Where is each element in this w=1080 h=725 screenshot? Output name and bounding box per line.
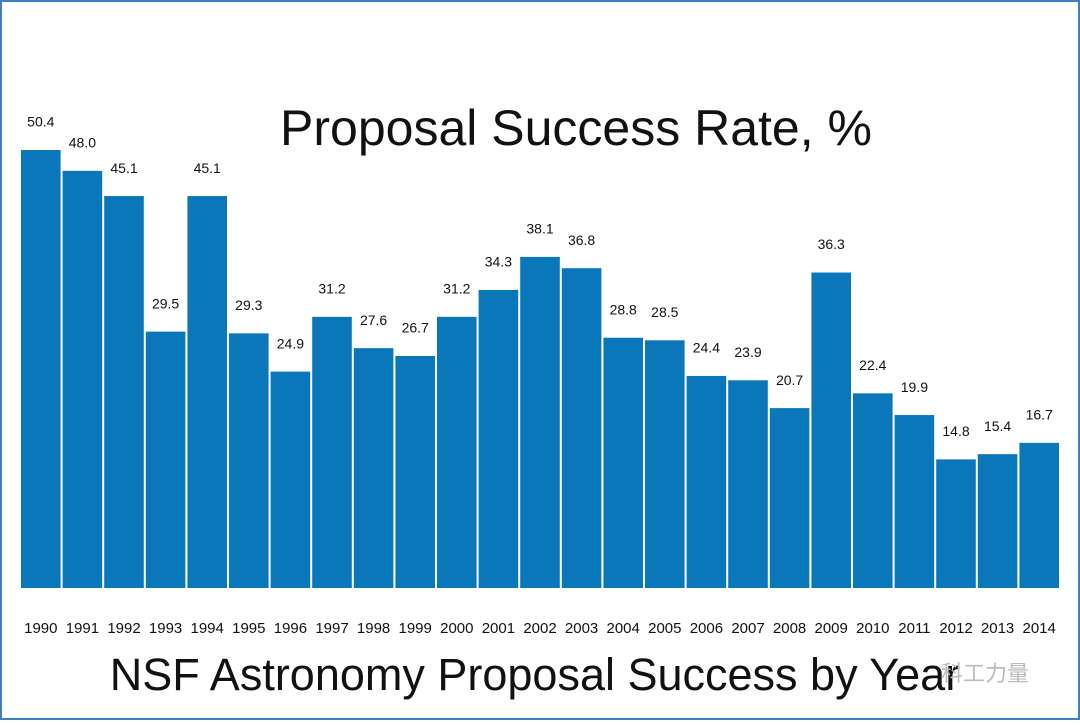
bar — [894, 415, 935, 588]
value-label: 29.5 — [152, 295, 179, 311]
bar — [520, 256, 560, 588]
bar — [478, 289, 519, 588]
bar — [395, 355, 435, 588]
value-label: 14.8 — [942, 423, 969, 439]
x-tick-label: 1996 — [274, 620, 307, 637]
bar — [312, 316, 352, 588]
bar — [229, 333, 269, 588]
value-label: 29.3 — [235, 297, 262, 313]
bar — [561, 268, 602, 588]
bar — [21, 150, 61, 588]
value-label: 50.4 — [27, 114, 54, 130]
bar — [1019, 442, 1059, 588]
x-tick-label: 2012 — [939, 620, 972, 637]
value-label: 45.1 — [110, 160, 137, 176]
bar — [603, 337, 643, 588]
value-label: 26.7 — [402, 320, 429, 336]
x-tick-label: 2008 — [773, 620, 806, 637]
chart-title: Proposal Success Rate, % — [280, 100, 872, 156]
bar — [62, 170, 103, 588]
x-tick-label: 2001 — [482, 620, 515, 637]
x-tick-label: 1993 — [149, 620, 182, 637]
value-label: 23.9 — [734, 344, 761, 360]
value-label: 31.2 — [318, 281, 345, 297]
x-tick-label: 1999 — [399, 620, 432, 637]
x-tick-label: 1998 — [357, 620, 390, 637]
x-tick-label: 2013 — [981, 620, 1014, 637]
x-tick-label: 2009 — [815, 620, 848, 637]
x-tick-label: 2002 — [523, 620, 556, 637]
bar — [686, 375, 727, 588]
value-label: 15.4 — [984, 418, 1011, 434]
x-tick-label: 2003 — [565, 620, 598, 637]
bar — [187, 196, 227, 589]
x-tick-label: 2011 — [898, 620, 930, 637]
x-tick-label: 1990 — [24, 620, 57, 637]
value-label: 38.1 — [526, 221, 553, 237]
value-label: 19.9 — [901, 379, 928, 395]
x-tick-label: 1991 — [66, 620, 99, 637]
value-label: 28.8 — [610, 301, 637, 317]
bar — [437, 316, 477, 588]
bar — [977, 454, 1018, 588]
x-tick-label: 1992 — [107, 620, 140, 637]
x-tick-label: 1994 — [191, 620, 224, 637]
x-tick-label: 1997 — [315, 620, 348, 637]
bar — [853, 393, 893, 588]
value-label: 48.0 — [69, 135, 96, 151]
bar — [645, 340, 685, 588]
bar — [769, 408, 810, 588]
bar — [936, 459, 976, 588]
value-label: 36.3 — [818, 236, 845, 252]
value-label: 24.9 — [277, 335, 304, 351]
value-label: 16.7 — [1026, 407, 1053, 423]
x-tick-label: 2010 — [856, 620, 889, 637]
x-tick-label: 1995 — [232, 620, 265, 637]
value-label: 27.6 — [360, 312, 387, 328]
x-tick-label: 2000 — [440, 620, 473, 637]
caption: NSF Astronomy Proposal Success by Year — [110, 649, 960, 700]
x-tick-label: 2006 — [690, 620, 723, 637]
value-label: 36.8 — [568, 232, 595, 248]
value-label: 34.3 — [485, 254, 512, 270]
value-label: 28.5 — [651, 304, 678, 320]
bar — [353, 348, 394, 588]
bar — [811, 272, 851, 588]
value-label: 22.4 — [859, 357, 886, 373]
value-label: 45.1 — [194, 160, 221, 176]
value-label: 24.4 — [693, 340, 720, 356]
x-tick-label: 2014 — [1023, 620, 1056, 637]
x-tick-label: 2004 — [607, 620, 640, 637]
value-label: 20.7 — [776, 372, 803, 388]
bar — [145, 331, 186, 588]
x-tick-label: 2007 — [731, 620, 764, 637]
value-label: 31.2 — [443, 281, 470, 297]
watermark: 科工力量 — [941, 662, 1029, 687]
bar — [728, 380, 768, 588]
x-tick-label: 2005 — [648, 620, 681, 637]
bar — [270, 371, 311, 588]
bar — [104, 196, 144, 589]
